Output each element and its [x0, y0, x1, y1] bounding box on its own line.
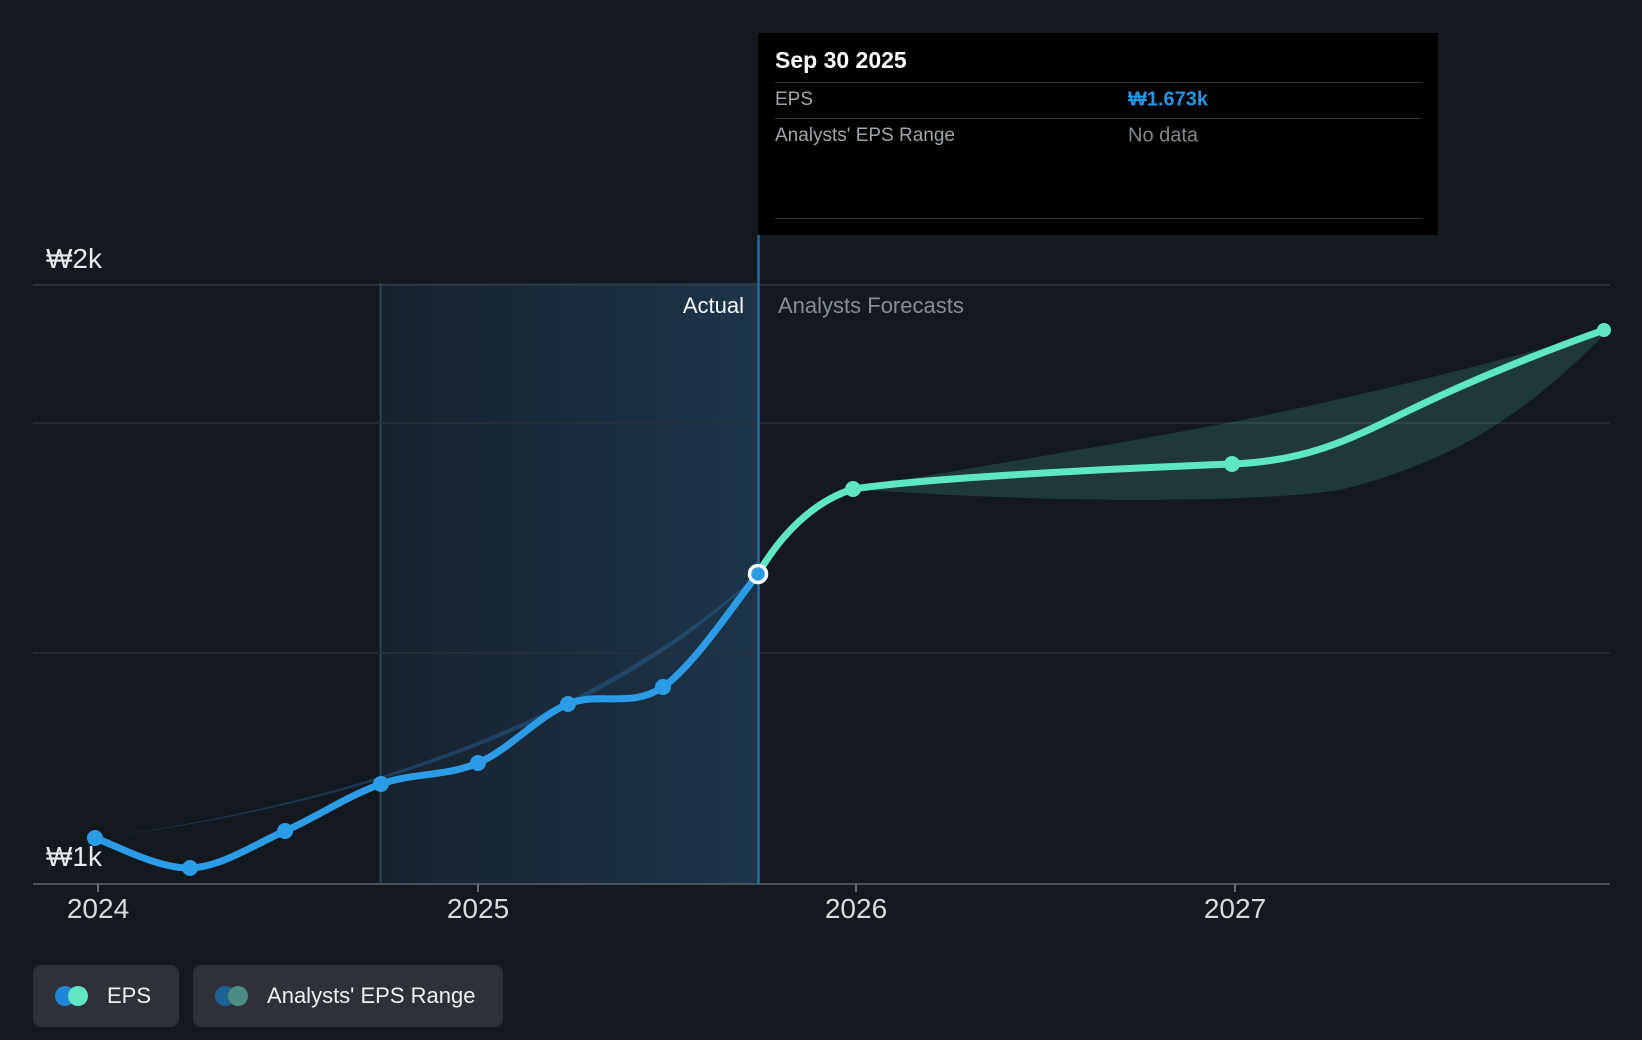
tooltip-eps-label: EPS [775, 89, 814, 110]
data-point-dec-2027[interactable] [1597, 323, 1611, 337]
chart-legend: EPS Analysts' EPS Range [33, 965, 504, 1027]
tooltip-divider [775, 118, 1422, 119]
eps-series-icon [55, 986, 89, 1006]
tooltip-divider [775, 82, 1422, 83]
tooltip-range-label: Analysts' EPS Range [775, 125, 955, 146]
legend-item-analysts-eps-range[interactable]: Analysts' EPS Range [193, 965, 504, 1027]
data-point-dec-2023[interactable] [87, 830, 103, 846]
x-axis-ticks [97, 884, 1236, 892]
data-point-mar-2024[interactable] [182, 860, 198, 876]
x-axis-label-2025: 2025 [446, 893, 510, 924]
hovered-data-point-sep-2025[interactable] [747, 563, 769, 585]
actual-phase-label: Actual [682, 293, 744, 318]
analysts-range-series-icon [215, 986, 249, 1006]
legend-analysts-range-label: Analysts' EPS Range [267, 983, 476, 1008]
tooltip-date-title: Sep 30 2025 [775, 47, 907, 73]
tooltip-divider [775, 218, 1422, 219]
x-axis-label-2027: 2027 [1203, 893, 1267, 924]
x-axis-label-2024: 2024 [66, 893, 130, 924]
data-point-sep-2024[interactable] [373, 776, 389, 792]
data-point-jun-2024[interactable] [277, 823, 293, 839]
forecast-range-band [853, 330, 1607, 500]
tooltip-eps-value: ₩1.673k [1128, 88, 1209, 111]
tooltip-content: Sep 30 2025 EPS ₩1.673k Analysts' EPS Ra… [758, 33, 1438, 235]
y-axis-label-1k: ₩1k [46, 841, 102, 872]
tooltip-row-eps: EPS ₩1.673k [775, 82, 1422, 118]
legend-eps-label: EPS [107, 983, 152, 1008]
tooltip-range-value: No data [1128, 124, 1199, 147]
forecast-eps-line [754, 326, 1608, 578]
tooltip-row-analysts-range: Analysts' EPS Range No data [775, 118, 1422, 154]
past-year-highlight-region [380, 283, 758, 884]
data-point-mar-2025[interactable] [560, 696, 576, 712]
data-point-jun-2025[interactable] [655, 679, 671, 695]
actual-data-points[interactable] [87, 679, 671, 876]
chart-tooltip: Sep 30 2025 EPS ₩1.673k Analysts' EPS Ra… [758, 33, 1438, 235]
legend-item-eps[interactable]: EPS [33, 965, 180, 1027]
data-point-dec-2024[interactable] [470, 755, 486, 771]
data-point-dec-2026[interactable] [1224, 456, 1240, 472]
data-point-dec-2025[interactable] [845, 481, 861, 497]
y-axis-label-2k: ₩2k [46, 243, 102, 274]
forecast-phase-label: Analysts Forecasts [778, 293, 964, 318]
forecast-data-points[interactable] [845, 323, 1611, 497]
x-axis-label-2026: 2026 [824, 893, 888, 924]
